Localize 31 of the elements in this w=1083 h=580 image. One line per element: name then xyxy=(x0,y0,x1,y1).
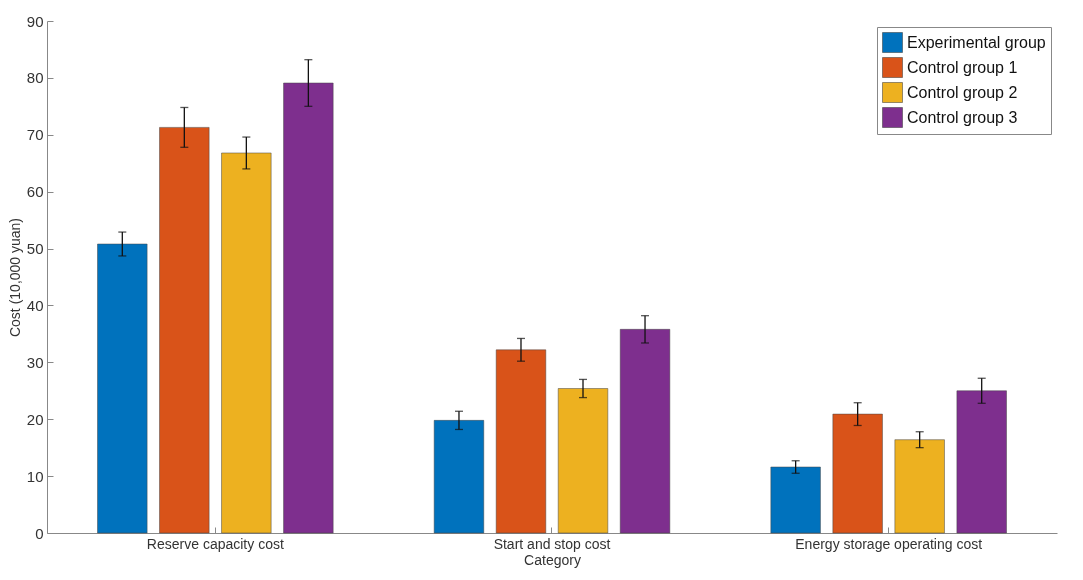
legend-label: Experimental group xyxy=(907,33,1046,51)
bar xyxy=(221,152,272,534)
bar xyxy=(283,82,334,534)
x-tick-label: Start and stop cost xyxy=(493,535,611,552)
y-tick-label: 30 xyxy=(26,353,44,371)
bar xyxy=(619,329,671,534)
legend-label: Control group 3 xyxy=(907,108,1018,126)
bar xyxy=(159,127,210,534)
y-tick-label: 50 xyxy=(26,240,44,258)
y-tick-label: 70 xyxy=(26,126,44,144)
y-tick-label: 0 xyxy=(35,524,44,542)
y-axis-title: Cost (10,000 yuan) xyxy=(6,217,23,338)
legend-label: Control group 1 xyxy=(907,58,1018,76)
bar xyxy=(956,390,1007,534)
y-tick-label: 40 xyxy=(26,296,44,314)
y-tick-label: 80 xyxy=(26,69,44,87)
legend-label: Control group 2 xyxy=(907,83,1018,101)
bar xyxy=(832,413,883,534)
x-axis-title: Category xyxy=(524,551,581,568)
y-tick-label: 60 xyxy=(26,183,44,201)
bar xyxy=(433,420,485,534)
bar xyxy=(770,466,821,534)
bar xyxy=(97,243,148,534)
bar xyxy=(495,349,547,534)
x-tick-label: Energy storage operating cost xyxy=(795,535,983,552)
y-tick-label: 20 xyxy=(26,410,44,428)
bar xyxy=(894,439,945,534)
x-tick-label: Reserve capacity cost xyxy=(146,535,284,552)
y-tick-label: 90 xyxy=(26,12,44,30)
bar xyxy=(557,388,609,534)
y-tick-label: 10 xyxy=(26,467,44,485)
